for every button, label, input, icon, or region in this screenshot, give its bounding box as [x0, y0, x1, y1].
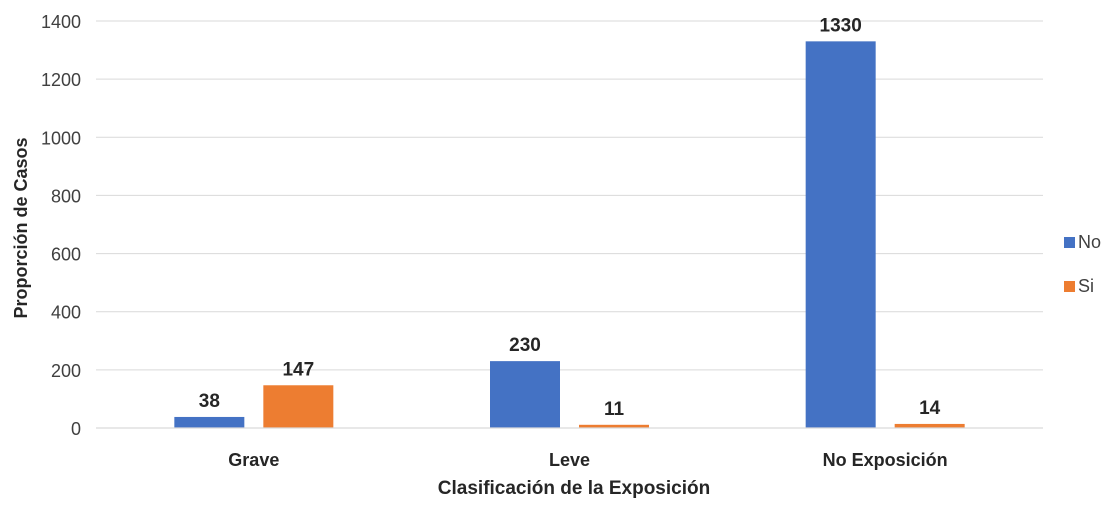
y-axis-title: Proporción de Casos: [11, 137, 31, 318]
data-label: 14: [919, 398, 941, 419]
x-axis-title: Clasificación de la Exposición: [438, 478, 710, 499]
legend: No Si: [1064, 232, 1101, 296]
legend-swatch: [1064, 237, 1075, 248]
bars: [174, 41, 965, 428]
y-tick-label: 800: [51, 186, 81, 206]
data-label: 1330: [820, 15, 862, 36]
bar-si-no-exposición: [894, 423, 965, 428]
bar-no-no-exposición: [805, 41, 876, 428]
y-tick-label: 200: [51, 361, 81, 381]
y-tick-label: 0: [71, 419, 81, 439]
x-tick-label: No Exposición: [823, 450, 948, 470]
y-tick-label: 400: [51, 303, 81, 323]
y-tick-label: 1200: [41, 70, 81, 90]
bar-si-leve: [579, 424, 649, 428]
y-tick-label: 1400: [41, 12, 81, 32]
y-tick-label: 1000: [41, 128, 81, 148]
axes: 0 200 400 600 800 1000 1200 1400 Grave Leve No Exp…: [41, 12, 1043, 470]
x-tick-label: Leve: [549, 450, 590, 470]
data-labels: 38 147 230 11 1330 14: [199, 15, 941, 419]
data-label: 11: [604, 399, 625, 420]
legend-label: Si: [1078, 276, 1094, 296]
bar-no-leve: [490, 361, 560, 428]
legend-swatch: [1064, 281, 1075, 292]
gridlines: [96, 20, 1043, 429]
x-tick-label: Grave: [228, 450, 279, 470]
bar-no-grave: [174, 416, 245, 428]
data-label: 147: [282, 359, 314, 380]
legend-label: No: [1078, 232, 1101, 252]
y-tick-label: 600: [51, 245, 81, 265]
bar-si-grave: [263, 385, 334, 428]
data-label: 38: [199, 391, 220, 412]
data-label: 230: [509, 335, 541, 356]
